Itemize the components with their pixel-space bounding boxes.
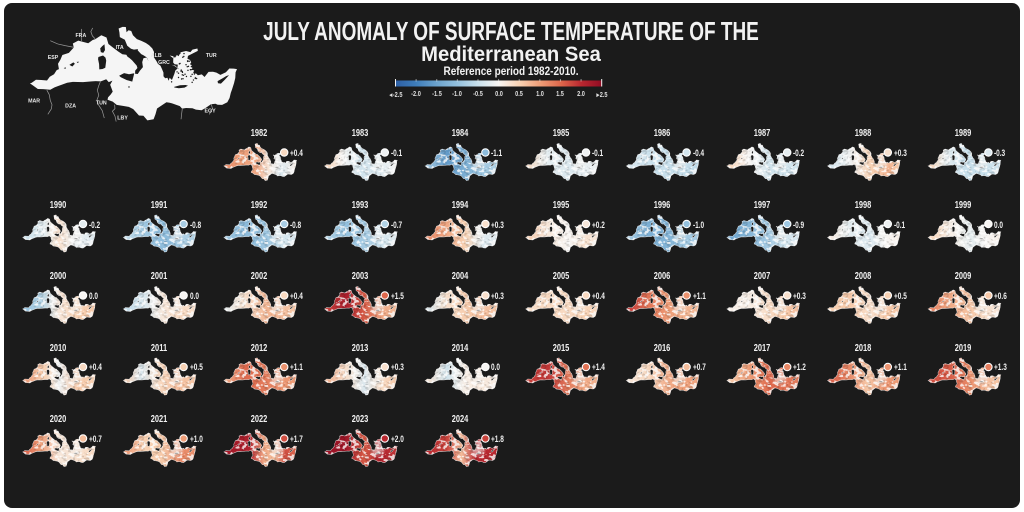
svg-text:TUN: TUN — [96, 100, 107, 106]
svg-text:GRC: GRC — [158, 60, 170, 66]
svg-text:TUR: TUR — [206, 53, 217, 59]
svg-text:ALB: ALB — [151, 53, 162, 59]
svg-text:ESP: ESP — [48, 55, 59, 61]
svg-text:FRA: FRA — [75, 33, 86, 39]
svg-text:EGY: EGY — [204, 109, 216, 115]
svg-text:MAR: MAR — [28, 98, 40, 104]
svg-text:DZA: DZA — [65, 104, 76, 110]
svg-text:LBY: LBY — [117, 115, 128, 121]
svg-text:ITA: ITA — [116, 45, 124, 51]
